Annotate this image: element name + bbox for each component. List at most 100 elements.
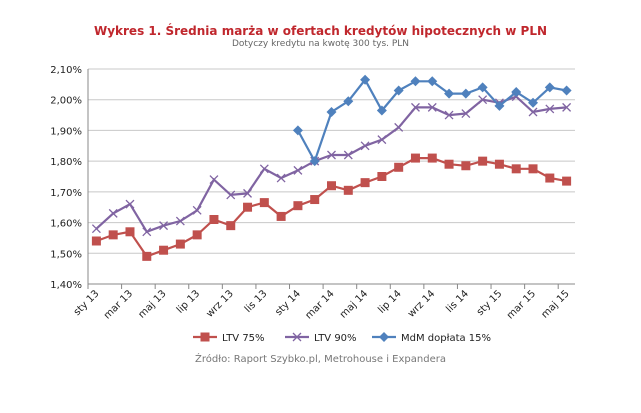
data-point-diamond <box>360 74 371 85</box>
data-point-square <box>394 162 404 172</box>
data-point-x <box>91 224 101 234</box>
data-point-diamond <box>511 87 522 98</box>
data-point-x <box>292 332 302 342</box>
data-point-diamond <box>410 76 421 87</box>
data-point-x <box>377 135 387 145</box>
data-point-diamond <box>494 100 505 111</box>
data-point-square <box>444 159 454 169</box>
x-tick-label: mar 13 <box>102 288 135 321</box>
chart-source: Źródło: Raport Szybko.pl, Metrohouse i E… <box>195 354 446 365</box>
data-point-diamond <box>528 97 539 108</box>
data-point-square <box>259 198 269 208</box>
data-point-x <box>528 107 538 117</box>
y-tick-label: 1,50% <box>50 249 82 260</box>
data-point-square <box>427 153 437 163</box>
data-point-diamond <box>544 82 555 93</box>
data-point-x <box>226 190 236 200</box>
data-point-x <box>175 216 185 226</box>
data-point-x <box>142 227 152 237</box>
x-tick-label: mar 15 <box>505 288 538 321</box>
x-tick-label: sty 15 <box>475 288 505 318</box>
data-point-x <box>259 164 269 174</box>
y-tick-label: 1,40% <box>50 280 82 291</box>
series-line <box>96 157 567 258</box>
x-tick-label: lip 14 <box>376 288 403 315</box>
y-tick-label: 1,60% <box>50 219 82 230</box>
data-point-diamond <box>460 88 471 99</box>
data-point-x <box>478 95 488 105</box>
data-point-square <box>226 221 236 231</box>
data-point-square <box>159 245 169 255</box>
data-point-x <box>192 205 202 215</box>
data-point-x <box>276 173 286 183</box>
chart-title: Wykres 1. Średnia marża w ofertach kredy… <box>93 24 548 38</box>
data-point-diamond <box>376 105 387 116</box>
y-tick-label: 2,10% <box>50 65 82 76</box>
data-point-square <box>562 176 572 186</box>
x-tick-label: lip 13 <box>175 288 202 315</box>
legend-label: LTV 75% <box>222 333 265 344</box>
data-point-square <box>343 185 353 195</box>
data-point-square <box>142 251 152 261</box>
series-line <box>296 77 567 164</box>
y-tick-label: 1,80% <box>50 157 82 168</box>
data-point-diamond <box>444 88 455 99</box>
x-tick-label: wrz 14 <box>406 288 437 319</box>
data-point-square <box>276 211 286 221</box>
data-point-square <box>377 172 387 181</box>
data-point-square <box>360 178 370 188</box>
y-tick-label: 1,90% <box>50 126 82 137</box>
data-point-diamond <box>343 96 354 107</box>
x-tick-label: maj 15 <box>540 288 572 320</box>
data-point-x <box>108 208 118 218</box>
data-point-square <box>528 164 538 174</box>
data-point-diamond <box>561 85 572 96</box>
data-point-square <box>200 332 210 342</box>
data-point-x <box>159 221 169 231</box>
data-point-diamond <box>427 76 438 87</box>
data-point-square <box>293 201 303 211</box>
data-point-square <box>175 239 185 249</box>
data-point-x <box>444 110 454 120</box>
data-point-square <box>108 230 118 240</box>
data-point-x <box>125 199 135 209</box>
data-point-diamond <box>379 332 389 342</box>
data-point-x <box>461 109 471 118</box>
data-point-x <box>209 175 219 185</box>
data-point-diamond <box>326 107 337 117</box>
data-point-diamond <box>393 85 404 96</box>
data-point-x <box>243 188 252 198</box>
data-point-x <box>562 102 572 112</box>
data-point-square <box>410 153 420 163</box>
data-point-square <box>478 156 488 166</box>
data-point-diamond <box>477 82 488 93</box>
data-point-square <box>310 195 320 205</box>
x-tick-label: maj 14 <box>338 288 370 320</box>
data-point-square <box>545 173 555 183</box>
data-point-square <box>494 159 504 169</box>
data-point-square <box>192 230 202 240</box>
data-point-diamond <box>309 156 320 167</box>
data-point-square <box>209 215 219 224</box>
data-point-x <box>327 150 336 160</box>
data-point-square <box>511 164 521 174</box>
x-tick-label: maj 13 <box>136 288 168 320</box>
data-point-x <box>293 165 303 175</box>
data-point-x <box>360 141 370 151</box>
x-tick-label: wrz 13 <box>204 288 235 319</box>
data-point-x <box>545 104 555 114</box>
data-point-x <box>394 122 404 132</box>
x-tick-label: sty 14 <box>273 288 303 318</box>
x-tick-label: lis 14 <box>444 288 471 315</box>
data-point-x <box>411 102 420 112</box>
data-point-square <box>327 181 336 191</box>
data-point-square <box>125 227 135 237</box>
data-point-square <box>91 236 101 246</box>
data-point-x <box>343 150 353 160</box>
legend-label: LTV 90% <box>314 333 357 344</box>
y-tick-label: 1,70% <box>50 188 82 199</box>
data-point-square <box>243 202 253 212</box>
data-point-square <box>461 161 471 171</box>
